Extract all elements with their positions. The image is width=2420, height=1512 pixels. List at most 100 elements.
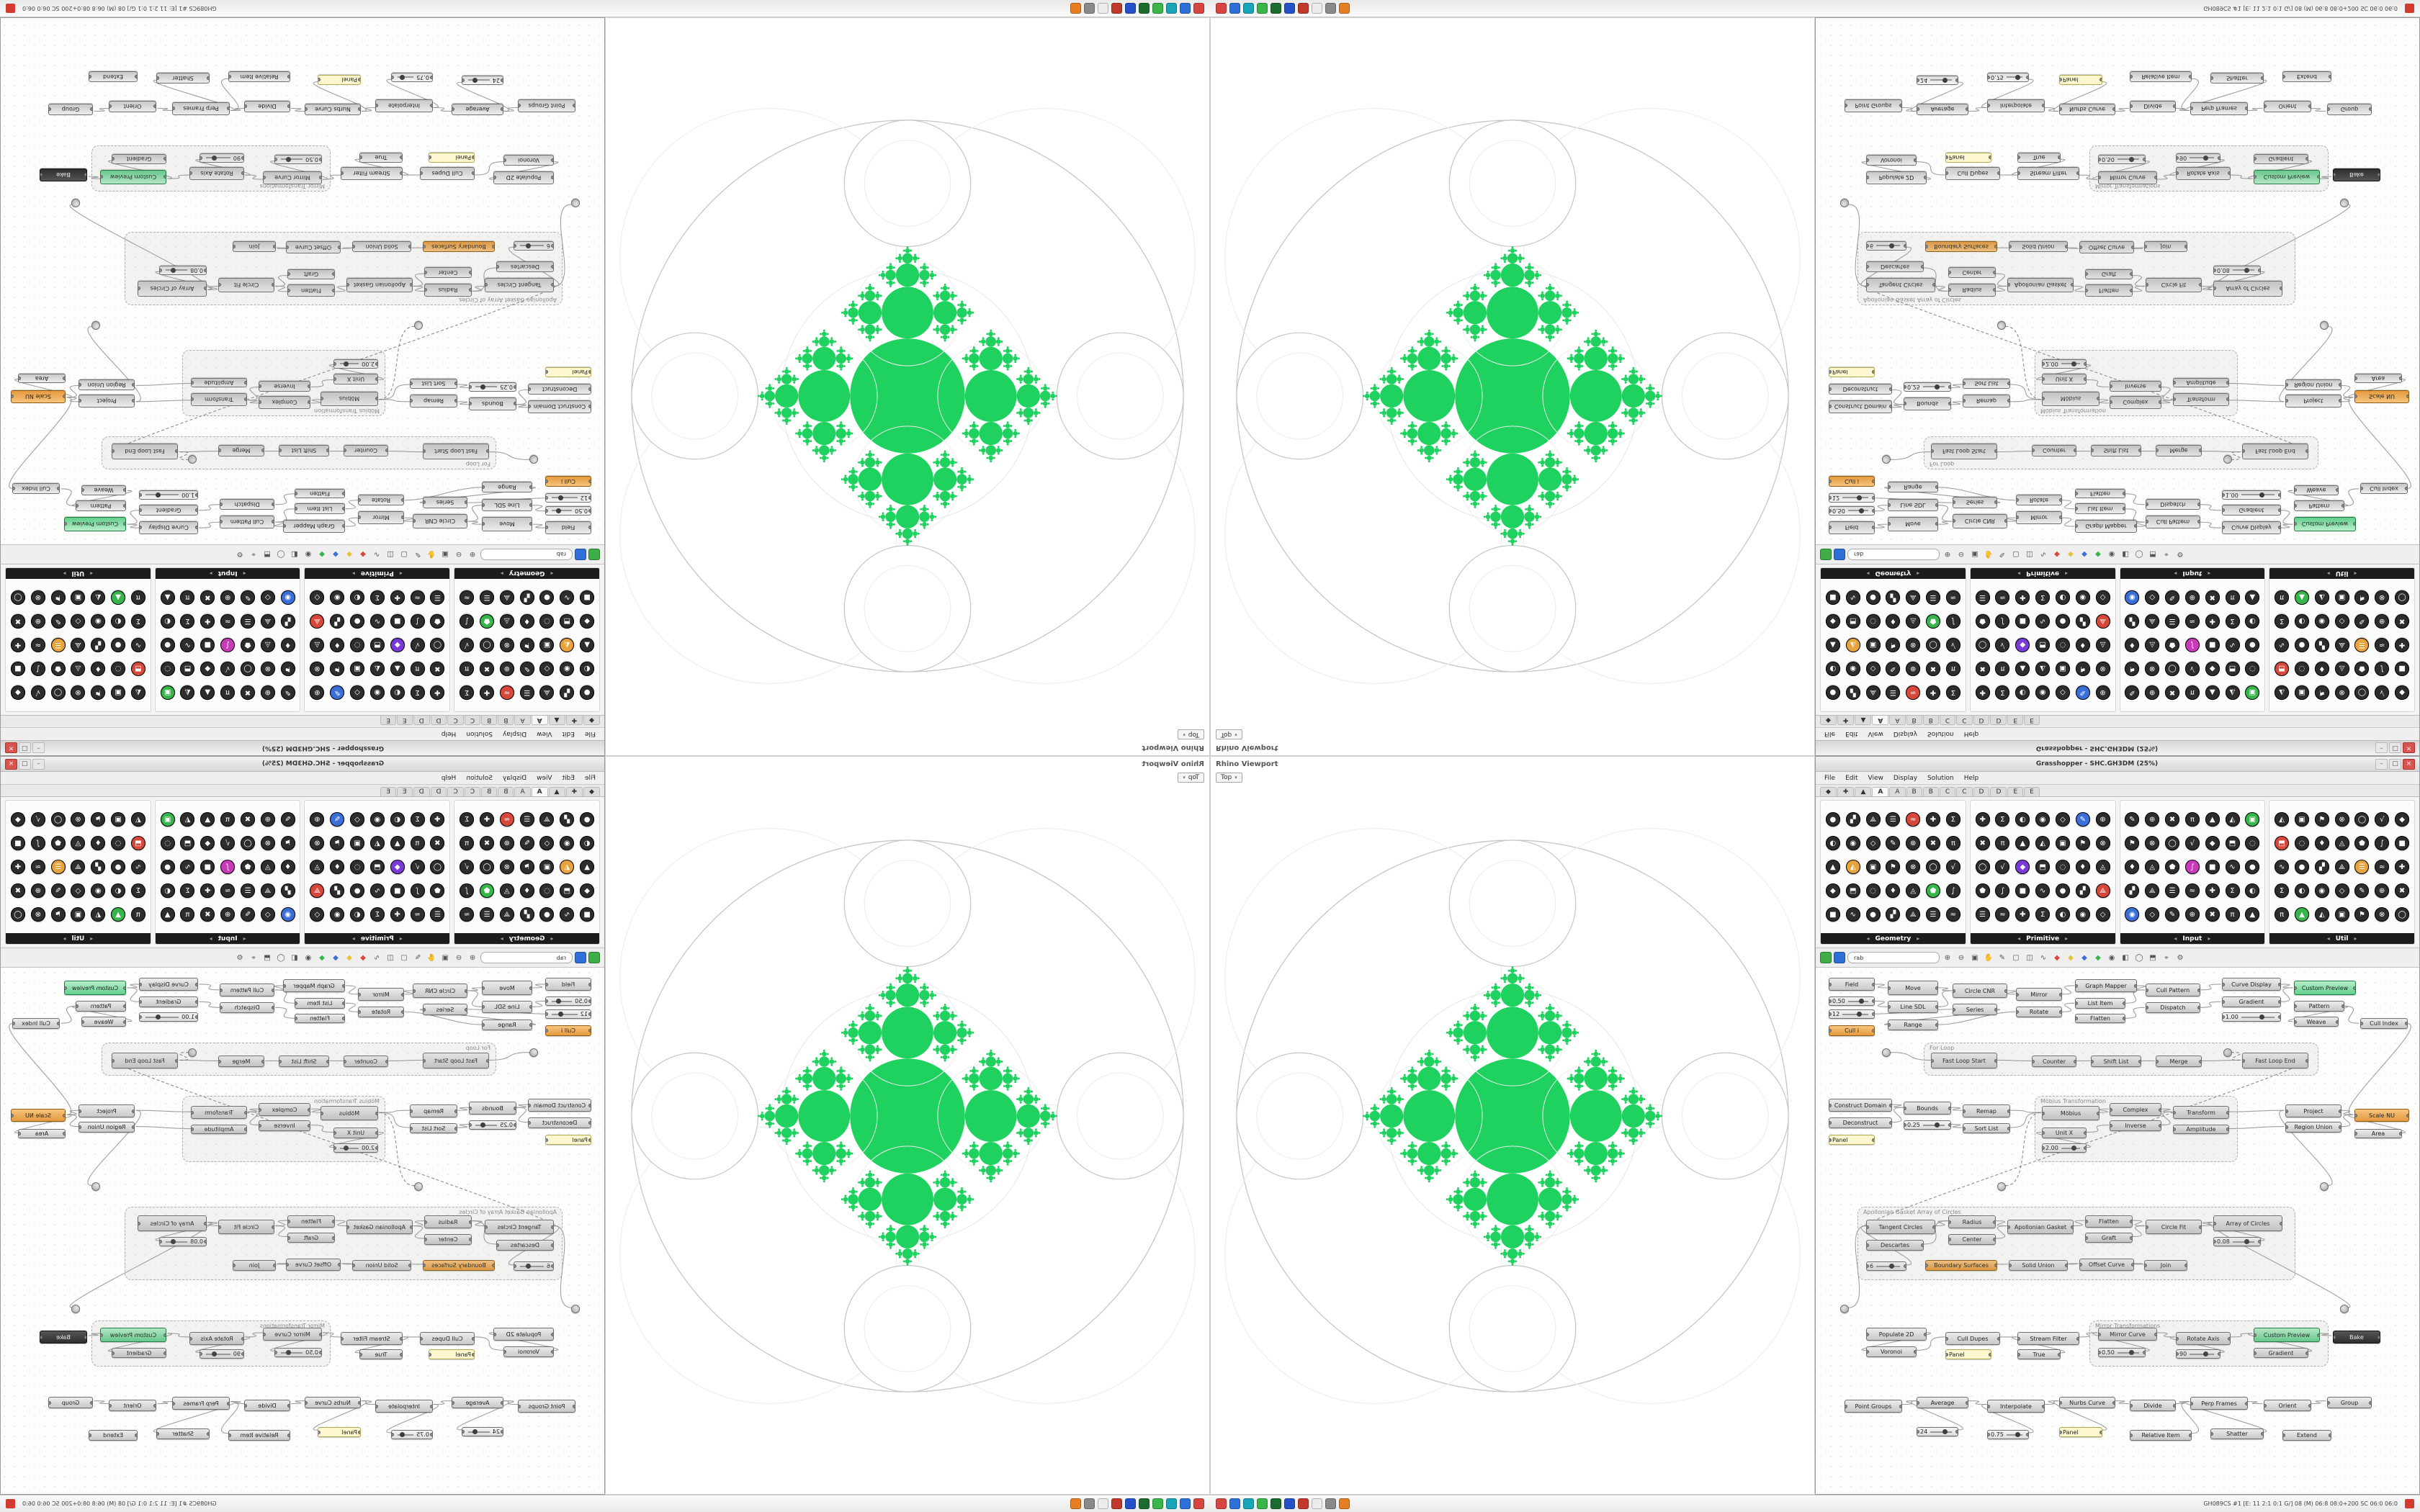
component-icon[interactable]: √ bbox=[2184, 836, 2200, 850]
slider-track[interactable] bbox=[1847, 998, 1868, 1004]
component-icon[interactable]: ≈ bbox=[410, 907, 425, 922]
node-line-sdl[interactable]: Line SDL bbox=[482, 499, 532, 511]
component-icon[interactable]: ✚ bbox=[2015, 590, 2030, 605]
component-icon[interactable]: ● bbox=[2055, 883, 2070, 898]
component-icon[interactable]: ♦ bbox=[280, 638, 295, 652]
component-icon[interactable]: ♦ bbox=[2314, 662, 2329, 676]
component-icon[interactable]: ▣ bbox=[71, 590, 86, 605]
component-icon[interactable]: ⊕ bbox=[2145, 685, 2160, 700]
scroll-left-icon[interactable]: ◂ bbox=[2174, 570, 2177, 577]
component-icon[interactable]: ✖ bbox=[10, 883, 25, 898]
component-icon[interactable]: ◐ bbox=[390, 685, 405, 700]
node-panel[interactable]: Panel bbox=[429, 153, 475, 163]
component-icon[interactable]: ✖ bbox=[2395, 614, 2410, 629]
node-param[interactable] bbox=[529, 1048, 538, 1057]
component-icon[interactable]: ⚑ bbox=[2125, 662, 2140, 676]
node-panel[interactable]: Panel bbox=[1945, 153, 1991, 163]
node-flatten[interactable]: Flatten bbox=[2075, 1014, 2125, 1023]
node-gradient[interactable]: Gradient bbox=[2222, 505, 2281, 516]
ribbon-tab-a[interactable]: A bbox=[514, 716, 531, 725]
node-param[interactable] bbox=[571, 1305, 580, 1313]
component-icon[interactable]: ☰ bbox=[50, 638, 66, 652]
component-icon[interactable]: ≈ bbox=[2375, 860, 2390, 874]
component-icon[interactable]: ◐ bbox=[111, 883, 126, 898]
ribbon-group-header[interactable]: ◂ Primitive ▸ bbox=[305, 933, 450, 944]
node-panel[interactable]: Panel bbox=[1829, 1135, 1875, 1145]
preview-yellow-icon[interactable]: ◆ bbox=[2068, 953, 2074, 962]
node-move[interactable]: Move bbox=[1888, 981, 1938, 995]
component-icon[interactable]: ◌ bbox=[2055, 860, 2070, 874]
node-panel[interactable]: Panel bbox=[545, 1135, 591, 1145]
node-cull-i[interactable]: Cull i bbox=[545, 476, 591, 487]
component-icon[interactable]: ◬ bbox=[310, 860, 325, 874]
ribbon-group-header[interactable]: ◂ Util ▸ bbox=[6, 933, 151, 944]
zoom-in-icon[interactable]: ⊕ bbox=[469, 550, 476, 559]
node-true[interactable]: True bbox=[2017, 1349, 2061, 1359]
component-icon[interactable]: ♦ bbox=[1886, 614, 1901, 629]
component-icon[interactable]: ⬟ bbox=[240, 638, 255, 652]
component-icon[interactable]: ■ bbox=[580, 907, 595, 922]
canvas-group-for-loop[interactable]: For Loop bbox=[1924, 1043, 2318, 1076]
node-cull-i[interactable]: Cull i bbox=[1829, 1025, 1875, 1036]
node-weave[interactable]: Weave bbox=[2294, 485, 2339, 495]
menu-help[interactable]: Help bbox=[441, 774, 457, 782]
zoom-extents-icon[interactable]: ▣ bbox=[1971, 953, 1978, 962]
component-icon[interactable]: Σ bbox=[130, 883, 145, 898]
node-populate-2d[interactable]: Populate 2D bbox=[493, 1328, 554, 1341]
node-0-25[interactable]: 0.25 bbox=[1904, 382, 1951, 392]
component-icon[interactable]: ⊗ bbox=[2145, 836, 2160, 850]
record-icon[interactable] bbox=[6, 4, 15, 13]
node-project[interactable]: Project bbox=[79, 1104, 135, 1117]
component-icon[interactable]: π bbox=[1995, 662, 2010, 676]
component-icon[interactable]: ◆ bbox=[1825, 614, 1840, 629]
component-icon[interactable]: ▲ bbox=[2245, 590, 2260, 605]
node-nurbs-curve[interactable]: Nurbs Curve bbox=[305, 1397, 361, 1408]
component-icon[interactable]: ⊕ bbox=[220, 907, 236, 922]
component-icon[interactable]: ≈ bbox=[2375, 638, 2390, 652]
component-icon[interactable]: ● bbox=[350, 883, 365, 898]
scroll-left-icon[interactable]: ◂ bbox=[550, 935, 554, 942]
component-icon[interactable]: ✖ bbox=[1926, 836, 1940, 850]
component-icon[interactable]: ● bbox=[111, 860, 126, 874]
component-icon[interactable]: ◬ bbox=[2145, 860, 2160, 874]
slider-track[interactable] bbox=[468, 1428, 490, 1434]
ribbon-tab-c[interactable]: C bbox=[1956, 716, 1973, 725]
taskbar-app-icon[interactable] bbox=[1166, 1498, 1177, 1509]
component-icon[interactable]: ◇ bbox=[2055, 812, 2070, 827]
component-icon[interactable]: ◇ bbox=[71, 614, 86, 629]
component-icon[interactable]: ≈ bbox=[220, 614, 236, 629]
menu-solution[interactable]: Solution bbox=[466, 730, 493, 738]
node-rotate[interactable]: Rotate bbox=[358, 495, 404, 505]
slider-track[interactable] bbox=[398, 75, 414, 81]
component-icon[interactable]: ✚ bbox=[430, 685, 445, 700]
component-icon[interactable]: ◉ bbox=[330, 590, 345, 605]
component-icon[interactable]: Σ bbox=[460, 685, 475, 700]
menu-edit[interactable]: Edit bbox=[562, 730, 575, 738]
taskbar-app-icon[interactable] bbox=[1125, 3, 1136, 14]
component-icon[interactable]: ◆ bbox=[2015, 638, 2030, 652]
component-icon[interactable]: ∿ bbox=[2275, 638, 2290, 652]
component-icon[interactable]: ⊕ bbox=[2184, 907, 2200, 922]
node-param[interactable] bbox=[91, 1182, 100, 1191]
node-24[interactable]: 24 bbox=[1917, 76, 1958, 85]
node-0-25[interactable]: 0.25 bbox=[469, 1120, 516, 1130]
component-icon[interactable]: Σ bbox=[460, 812, 475, 827]
node-circle-cnr[interactable]: Circle CNR bbox=[1953, 984, 2007, 998]
component-icon[interactable]: ▲ bbox=[1825, 860, 1840, 874]
node-perp-frames[interactable]: Perp Frames bbox=[172, 102, 230, 115]
zoom-extents-icon[interactable]: ▣ bbox=[442, 953, 449, 962]
component-icon[interactable]: ☰ bbox=[1975, 907, 1990, 922]
component-icon[interactable]: ✎ bbox=[2165, 590, 2180, 605]
shaded-icon[interactable]: ◧ bbox=[2122, 550, 2129, 559]
slider-knob[interactable] bbox=[2259, 1014, 2265, 1020]
scroll-left-icon[interactable]: ◂ bbox=[2326, 570, 2330, 577]
component-icon[interactable]: ∫ bbox=[30, 836, 45, 850]
component-icon[interactable]: ◬ bbox=[310, 638, 325, 652]
component-icon[interactable]: ✎ bbox=[2354, 883, 2370, 898]
component-icon[interactable]: ◯ bbox=[430, 638, 445, 652]
component-icon[interactable]: ● bbox=[160, 860, 175, 874]
node-mirror[interactable]: Mirror bbox=[358, 511, 404, 524]
component-icon[interactable]: ▲ bbox=[580, 860, 595, 874]
component-icon[interactable]: ▲ bbox=[111, 907, 126, 922]
node-bake[interactable]: Bake bbox=[2333, 1331, 2380, 1344]
